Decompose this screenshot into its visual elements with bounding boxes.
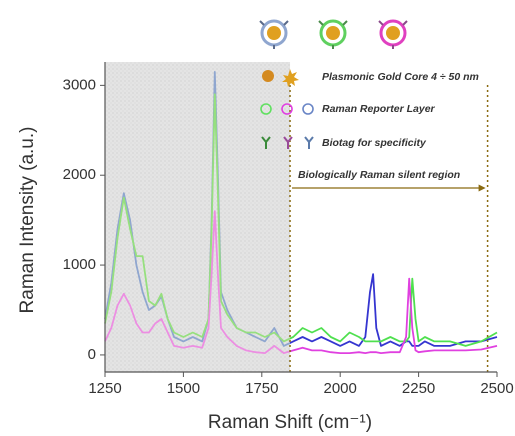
x-tick-label: 2500 xyxy=(480,380,513,397)
x-axis-label: Raman Shift (cm⁻¹) xyxy=(208,412,372,433)
annotation: Raman Reporter Layer xyxy=(322,103,436,115)
y-tick-label: 1000 xyxy=(63,256,96,273)
y-axis-label: Raman Intensity (a.u.) xyxy=(17,127,38,314)
y-tick-label: 3000 xyxy=(63,76,96,93)
legend-icons xyxy=(260,69,314,149)
annotation: Plasmonic Gold Core 4 ÷ 50 nm xyxy=(322,71,479,83)
y-tick-label: 2000 xyxy=(63,166,96,183)
y-tick-label: 0 xyxy=(88,346,96,363)
x-tick-label: 1750 xyxy=(245,380,278,397)
particle-icons xyxy=(259,19,408,49)
series-line xyxy=(104,210,498,354)
shaded-region xyxy=(105,62,291,372)
annotation: Biologically Raman silent region xyxy=(298,169,460,181)
series-line xyxy=(104,93,498,347)
x-tick-label: 1250 xyxy=(88,380,121,397)
annotation: Biotag for specificity xyxy=(322,137,427,149)
x-tick-label: 2250 xyxy=(402,380,435,397)
region-arrowhead xyxy=(478,184,486,192)
x-tick-label: 2000 xyxy=(324,380,357,397)
x-tick-label: 1500 xyxy=(167,380,200,397)
